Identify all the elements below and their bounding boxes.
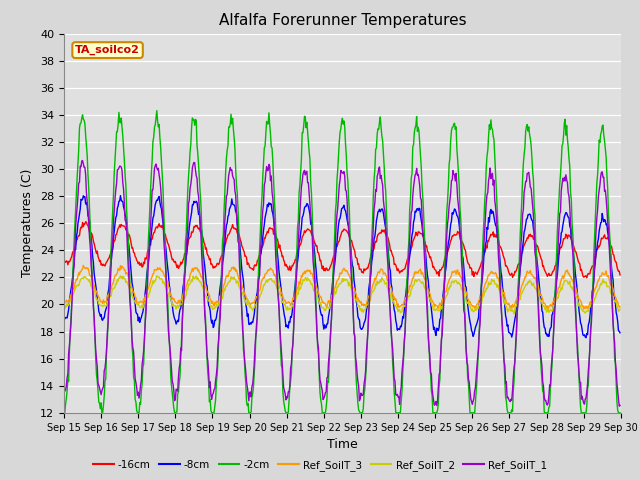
Y-axis label: Temperatures (C): Temperatures (C) (22, 169, 35, 277)
Text: TA_soilco2: TA_soilco2 (75, 45, 140, 55)
X-axis label: Time: Time (327, 438, 358, 451)
Title: Alfalfa Forerunner Temperatures: Alfalfa Forerunner Temperatures (219, 13, 466, 28)
Legend: -16cm, -8cm, -2cm, Ref_SoilT_3, Ref_SoilT_2, Ref_SoilT_1: -16cm, -8cm, -2cm, Ref_SoilT_3, Ref_Soil… (88, 456, 552, 475)
